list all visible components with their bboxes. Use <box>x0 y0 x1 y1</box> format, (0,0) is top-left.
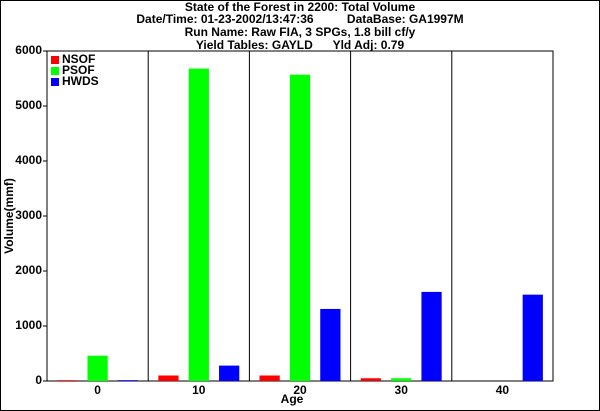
bar <box>158 375 179 381</box>
y-axis-label: Volume(mmf) <box>2 178 16 254</box>
bar <box>320 308 341 381</box>
x-tick-label: 20 <box>293 383 307 397</box>
bar <box>289 74 311 382</box>
bar <box>360 378 381 381</box>
legend-label: HWDS <box>62 74 99 88</box>
y-tick-label: 3000 <box>15 208 42 222</box>
x-tick-label: 30 <box>395 383 409 397</box>
y-tick-label: 2000 <box>15 263 42 277</box>
y-tick-label: 5000 <box>15 98 42 112</box>
x-tick-label: 0 <box>94 383 101 397</box>
legend-label: PSOF <box>62 63 95 77</box>
y-tick-label: 6000 <box>15 43 42 57</box>
legend-swatch <box>51 56 59 64</box>
bar <box>219 365 240 381</box>
bar <box>259 375 280 381</box>
y-tick-label: 0 <box>35 373 42 387</box>
chart-subtitle: Yield Tables: GAYLD Yld Adj: 0.79 <box>196 38 405 52</box>
bar <box>188 68 209 381</box>
bar <box>421 291 442 381</box>
y-tick-label: 4000 <box>15 153 42 167</box>
bar <box>391 378 412 381</box>
bar <box>117 380 139 381</box>
bar <box>57 380 78 381</box>
bar <box>522 294 543 381</box>
x-tick-label: 10 <box>192 383 206 397</box>
chart-title: State of the Forest in 2200: Total Volum… <box>185 0 416 14</box>
y-tick-label: 1000 <box>15 318 42 332</box>
bar <box>87 355 108 381</box>
x-tick-label: 40 <box>496 383 510 397</box>
chart-subtitle: Run Name: Raw FIA, 3 SPGs, 1.8 bill cf/y <box>185 25 416 39</box>
legend-swatch <box>51 78 59 86</box>
chart-subtitle: Date/Time: 01-23-2002/13:47:36 DataBase:… <box>136 12 463 26</box>
legend-label: NSOF <box>62 52 95 66</box>
legend-swatch <box>51 67 59 75</box>
x-axis-label: Age <box>281 392 304 406</box>
